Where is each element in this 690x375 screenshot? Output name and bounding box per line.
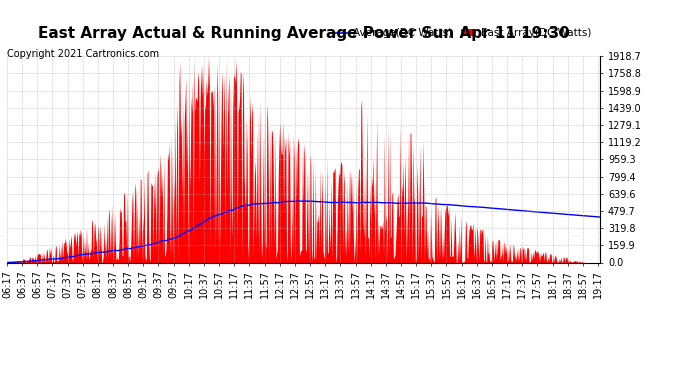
Text: East Array Actual & Running Average Power Sun Apr 11 19:30: East Array Actual & Running Average Powe… xyxy=(38,26,569,41)
Text: Copyright 2021 Cartronics.com: Copyright 2021 Cartronics.com xyxy=(7,49,159,59)
Legend: Average(DC Watts), East Array(DC Watts): Average(DC Watts), East Array(DC Watts) xyxy=(329,24,595,43)
